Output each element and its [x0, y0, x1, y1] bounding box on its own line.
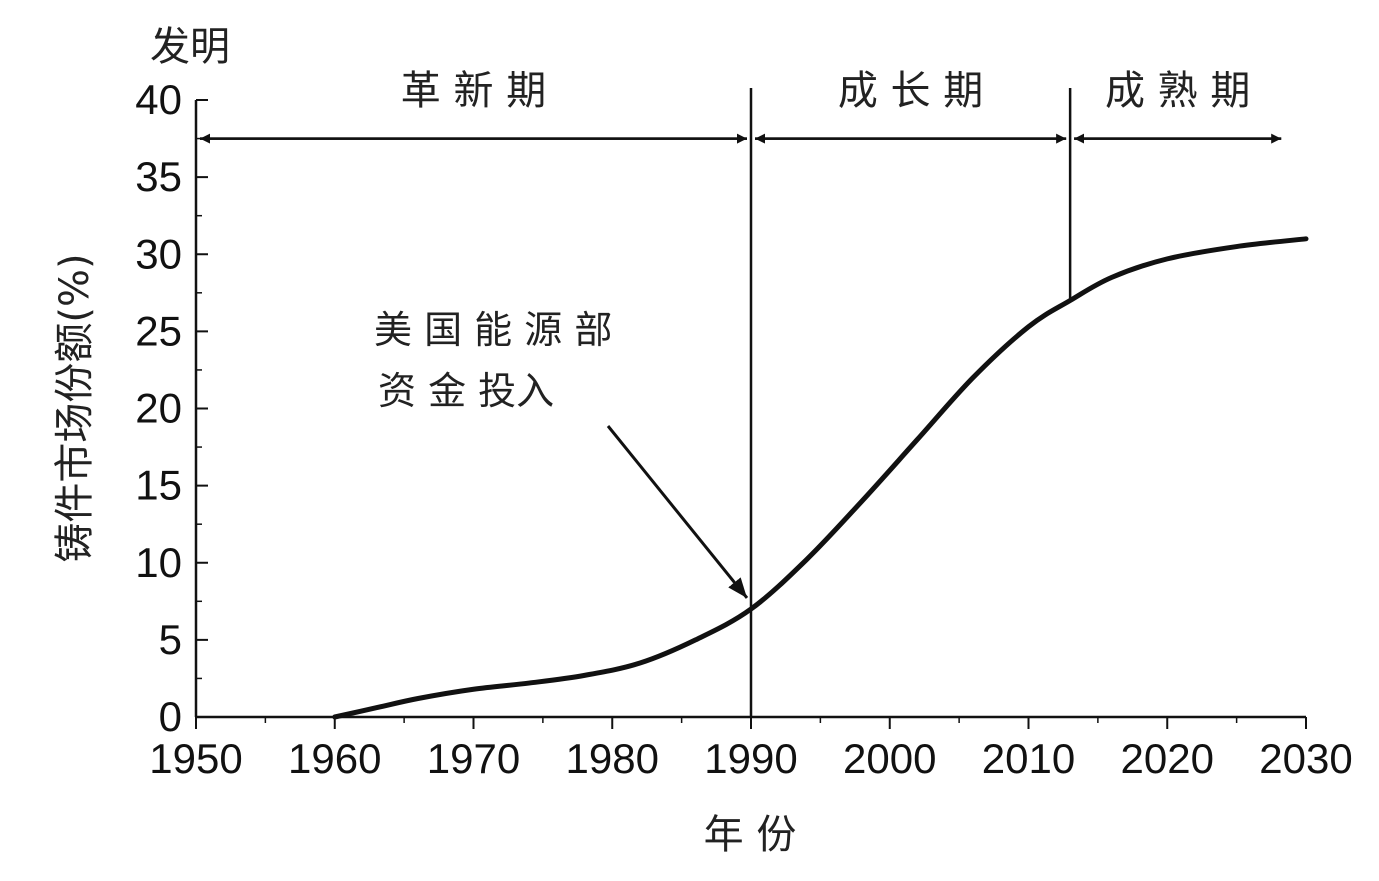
x-tick-label: 2000 [843, 735, 936, 782]
x-tick-label: 1980 [566, 735, 659, 782]
phase-label-2: 成 长 期 [838, 68, 983, 114]
series [332, 236, 1309, 720]
y-tick-label: 15 [135, 462, 182, 509]
corner-label: 发明 [150, 24, 230, 70]
x-tick-label: 2030 [1259, 735, 1352, 782]
annotation-line-1: 美 国 能 源 部 [374, 308, 612, 352]
annotation-line-2: 资 金 投入 [378, 369, 554, 413]
y-tick-label: 20 [135, 385, 182, 432]
ticks: 1950 1960 1970 1980 1990 2000 2010 2020 20300510… [135, 76, 1352, 782]
phase-label-1: 革 新 期 [401, 68, 546, 114]
y-tick-label: 40 [135, 76, 182, 123]
market-share-curve [332, 236, 1309, 720]
x-axis-label: 年 份 [704, 812, 797, 858]
x-tick-label: 1960 [288, 735, 381, 782]
y-tick-label: 10 [135, 539, 182, 586]
x-tick-label: 1950 [149, 735, 242, 782]
y-tick-label: 25 [135, 307, 182, 354]
x-tick-label: 2010 [982, 735, 1075, 782]
annotations: 革 新 期成 长 期成 熟 期 [200, 68, 1282, 717]
phase-label-3: 成 熟 期 [1105, 68, 1250, 114]
x-tick-label: 1970 [427, 735, 520, 782]
y-tick-label: 5 [159, 616, 182, 663]
y-tick-label: 0 [159, 693, 182, 740]
y-axis-label: 铸件市场份额(%) [52, 253, 98, 562]
x-tick-label: 1990 [704, 735, 797, 782]
y-tick-label: 35 [135, 153, 182, 200]
x-tick-label: 2020 [1121, 735, 1214, 782]
annotation-arrow [606, 425, 749, 599]
y-tick-label: 30 [135, 230, 182, 277]
